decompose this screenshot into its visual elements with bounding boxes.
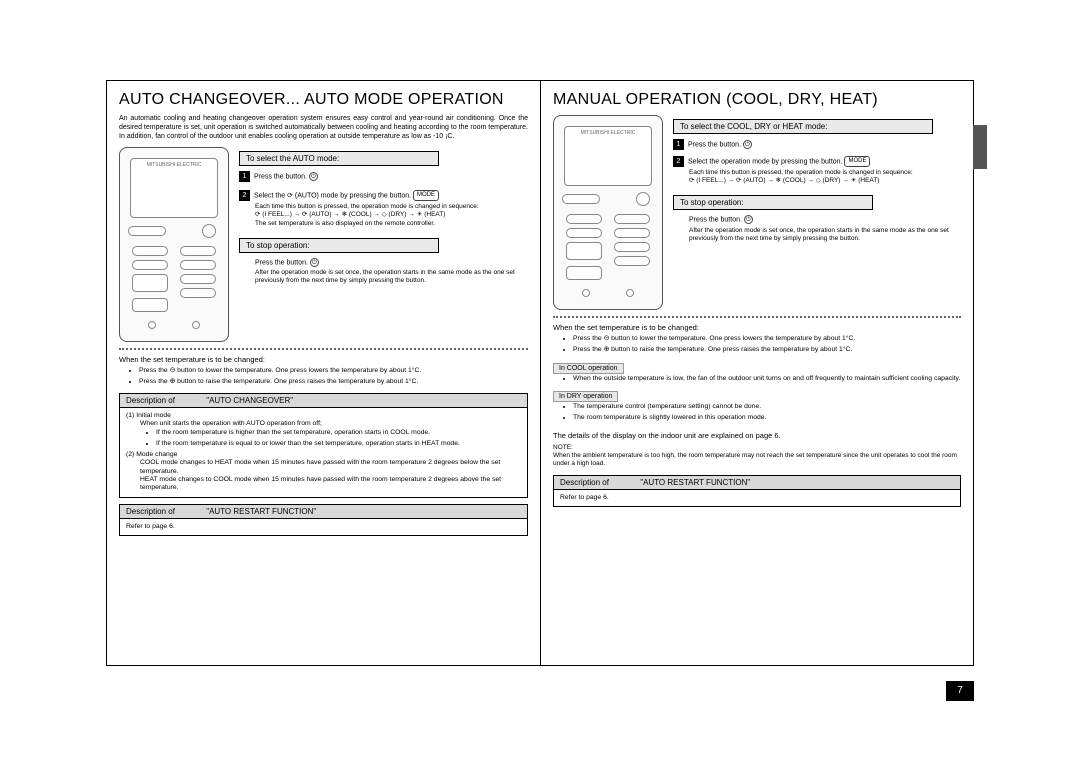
remote-brand: MITSUBISHI ELECTRIC xyxy=(131,162,217,168)
cool-bullet: When the outside temperature is low, the… xyxy=(573,375,961,384)
stop-sub-right: After the operation mode is set once, th… xyxy=(689,227,961,243)
manual-page: AUTO CHANGEOVER... AUTO MODE OPERATION A… xyxy=(106,80,974,666)
dry-operation-tag: In DRY operation xyxy=(553,391,618,402)
select-mode-header: To select the COOL, DRY or HEAT mode: xyxy=(673,119,933,134)
divider-dots xyxy=(553,316,961,318)
left-title: AUTO CHANGEOVER... AUTO MODE OPERATION xyxy=(119,91,528,109)
step-2-sequence-r: ⟳ (I FEEL...) → ⟳ (AUTO) → ❄ (COOL) → ◇ … xyxy=(689,177,961,185)
step-1-text-r: Press the button. xyxy=(688,141,741,148)
step-2-num: 2 xyxy=(239,190,250,201)
step-1-text: Press the button. xyxy=(254,174,307,181)
onoff-icon: ⏻ xyxy=(744,215,753,224)
raise-temp-bullet-r: Press the ⊕ button to raise the temperat… xyxy=(573,346,961,355)
step-2-text-r: Select the operation mode by pressing th… xyxy=(688,158,843,165)
stop-text-left: Press the button. xyxy=(255,259,308,266)
side-tab xyxy=(973,125,987,169)
note-label: NOTE: xyxy=(553,444,573,451)
onoff-icon: ⏻ xyxy=(309,172,318,181)
left-column: AUTO CHANGEOVER... AUTO MODE OPERATION A… xyxy=(107,81,540,665)
divider-dots xyxy=(119,348,528,350)
raise-temp-bullet: Press the ⊕ button to raise the temperat… xyxy=(139,378,528,387)
step-2-sub1-r: Each time this button is pressed, the op… xyxy=(689,169,961,177)
step-2-num: 2 xyxy=(673,156,684,167)
cool-operation-tag: In COOL operation xyxy=(553,363,624,374)
step-1-num: 1 xyxy=(239,171,250,182)
remote-illustration-right: MITSUBISHI ELECTRIC xyxy=(553,115,663,310)
when-header-right: When the set temperature is to be change… xyxy=(553,323,961,332)
left-intro: An automatic cooling and heating changeo… xyxy=(119,115,528,141)
select-auto-header: To select the AUTO mode: xyxy=(239,151,439,166)
auto-restart-desc-body-left: Refer to page 6. xyxy=(119,519,528,536)
onoff-icon: ⏻ xyxy=(310,258,319,267)
right-title: MANUAL OPERATION (COOL, DRY, HEAT) xyxy=(553,91,961,109)
auto-restart-desc-header-left: Description of "AUTO RESTART FUNCTION" xyxy=(119,504,528,519)
when-header-left: When the set temperature is to be change… xyxy=(119,355,528,364)
remote-brand: MITSUBISHI ELECTRIC xyxy=(565,130,651,136)
step-1-num: 1 xyxy=(673,139,684,150)
stop-header-right: To stop operation: xyxy=(673,195,873,210)
temp-change-list-left: Press the ⊝ button to lower the temperat… xyxy=(139,367,528,387)
stop-sub-left: After the operation mode is set once, th… xyxy=(255,269,528,285)
page-number: 7 xyxy=(946,681,974,701)
auto-restart-desc-header-right: Description of "AUTO RESTART FUNCTION" xyxy=(553,475,961,490)
dry-bullet-1: The temperature control (temperature set… xyxy=(573,403,961,412)
stop-text-right: Press the button. xyxy=(689,217,742,224)
lower-temp-bullet-r: Press the ⊝ button to lower the temperat… xyxy=(573,335,961,344)
auto-changeover-desc-header: Description of "AUTO CHANGEOVER" xyxy=(119,393,528,408)
step-2-text: Select the ⟳ (AUTO) mode by pressing the… xyxy=(254,193,411,200)
auto-changeover-desc-body: (1) Initial mode When unit starts the op… xyxy=(119,408,528,498)
details-line: The details of the display on the indoor… xyxy=(553,431,961,440)
dry-bullet-2: The room temperature is slightly lowered… xyxy=(573,414,961,423)
mode-button-icon: MODE xyxy=(844,156,870,167)
right-column: MANUAL OPERATION (COOL, DRY, HEAT) MITSU… xyxy=(540,81,973,665)
mode-button-icon: MODE xyxy=(413,190,439,201)
lower-temp-bullet: Press the ⊝ button to lower the temperat… xyxy=(139,367,528,376)
remote-illustration-left: MITSUBISHI ELECTRIC xyxy=(119,147,229,342)
step-2-sequence: ⟳ (I FEEL...) → ⟳ (AUTO) → ❄ (COOL) → ◇ … xyxy=(255,211,528,219)
step-2-sub3: The set temperature is also displayed on… xyxy=(255,220,528,228)
onoff-icon: ⏻ xyxy=(743,140,752,149)
temp-change-list-right: Press the ⊝ button to lower the temperat… xyxy=(573,335,961,355)
auto-restart-desc-body-right: Refer to page 6. xyxy=(553,490,961,507)
note-body: When the ambient temperature is too high… xyxy=(553,452,957,467)
stop-header-left: To stop operation: xyxy=(239,238,439,253)
